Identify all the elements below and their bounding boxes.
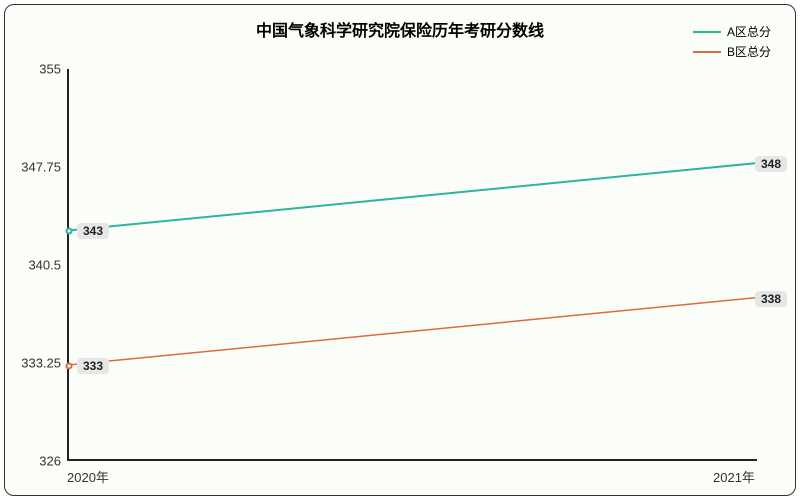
series-line bbox=[70, 163, 756, 230]
data-point-label: 343 bbox=[77, 223, 109, 239]
legend-label: A区总分 bbox=[727, 23, 771, 40]
legend-label: B区总分 bbox=[727, 43, 771, 60]
x-tick-label: 2021年 bbox=[713, 467, 755, 486]
y-tick-label: 347.75 bbox=[5, 160, 61, 175]
y-tick-label: 355 bbox=[5, 62, 61, 77]
line-layer bbox=[69, 69, 757, 459]
legend-item: A区总分 bbox=[693, 23, 771, 40]
y-tick-label: 326 bbox=[5, 454, 61, 469]
legend-swatch bbox=[693, 51, 721, 53]
chart-frame: 中国气象科学研究院保险历年考研分数线 A区总分 B区总分 326 333.25 340… bbox=[4, 4, 796, 496]
x-tick-label: 2020年 bbox=[67, 467, 109, 486]
data-point-marker bbox=[66, 363, 73, 370]
legend-swatch bbox=[693, 31, 721, 33]
y-tick-label: 340.5 bbox=[5, 258, 61, 273]
data-point-marker bbox=[66, 228, 73, 235]
data-point-label: 338 bbox=[755, 291, 787, 307]
legend: A区总分 B区总分 bbox=[693, 23, 771, 63]
plot-area bbox=[67, 69, 757, 461]
y-tick-label: 333.25 bbox=[5, 356, 61, 371]
data-point-label: 348 bbox=[755, 156, 787, 172]
legend-item: B区总分 bbox=[693, 43, 771, 60]
series-line bbox=[70, 298, 756, 365]
data-point-label: 333 bbox=[77, 358, 109, 374]
chart-title: 中国气象科学研究院保险历年考研分数线 bbox=[5, 17, 795, 41]
